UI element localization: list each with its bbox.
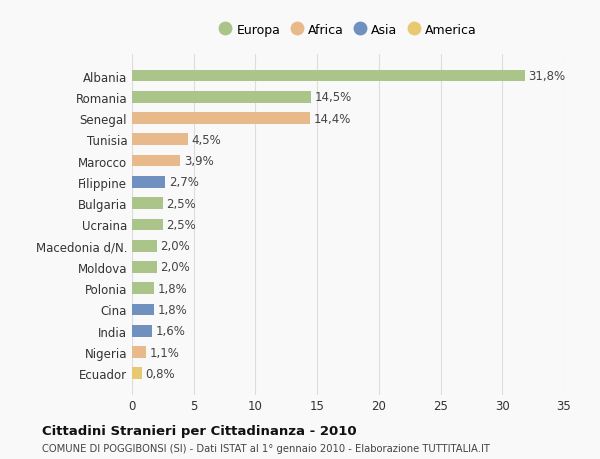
Bar bbox=[132, 241, 157, 252]
Text: 0,8%: 0,8% bbox=[146, 367, 175, 380]
Text: 14,5%: 14,5% bbox=[314, 91, 352, 104]
Bar bbox=[132, 368, 142, 379]
Legend: Europa, Africa, Asia, America: Europa, Africa, Asia, America bbox=[215, 21, 481, 41]
Text: 2,5%: 2,5% bbox=[167, 218, 196, 231]
Text: 2,0%: 2,0% bbox=[160, 240, 190, 252]
Bar bbox=[132, 198, 163, 209]
Bar bbox=[132, 134, 188, 146]
Bar bbox=[132, 177, 166, 188]
Text: 31,8%: 31,8% bbox=[528, 70, 565, 83]
Text: 3,9%: 3,9% bbox=[184, 155, 214, 168]
Text: Cittadini Stranieri per Cittadinanza - 2010: Cittadini Stranieri per Cittadinanza - 2… bbox=[42, 424, 356, 437]
Bar bbox=[132, 347, 146, 358]
Text: 1,1%: 1,1% bbox=[149, 346, 179, 359]
Text: 2,7%: 2,7% bbox=[169, 176, 199, 189]
Bar bbox=[132, 283, 154, 294]
Text: 2,5%: 2,5% bbox=[167, 197, 196, 210]
Text: 14,4%: 14,4% bbox=[313, 112, 351, 125]
Bar bbox=[132, 325, 152, 337]
Bar bbox=[132, 304, 154, 316]
Text: 1,8%: 1,8% bbox=[158, 282, 188, 295]
Bar bbox=[132, 113, 310, 125]
Text: 1,6%: 1,6% bbox=[155, 325, 185, 337]
Bar bbox=[132, 219, 163, 231]
Text: 1,8%: 1,8% bbox=[158, 303, 188, 316]
Text: 4,5%: 4,5% bbox=[191, 134, 221, 146]
Bar bbox=[132, 92, 311, 103]
Bar bbox=[132, 71, 524, 82]
Text: COMUNE DI POGGIBONSI (SI) - Dati ISTAT al 1° gennaio 2010 - Elaborazione TUTTITA: COMUNE DI POGGIBONSI (SI) - Dati ISTAT a… bbox=[42, 443, 490, 453]
Bar bbox=[132, 262, 157, 273]
Bar bbox=[132, 156, 180, 167]
Text: 2,0%: 2,0% bbox=[160, 261, 190, 274]
